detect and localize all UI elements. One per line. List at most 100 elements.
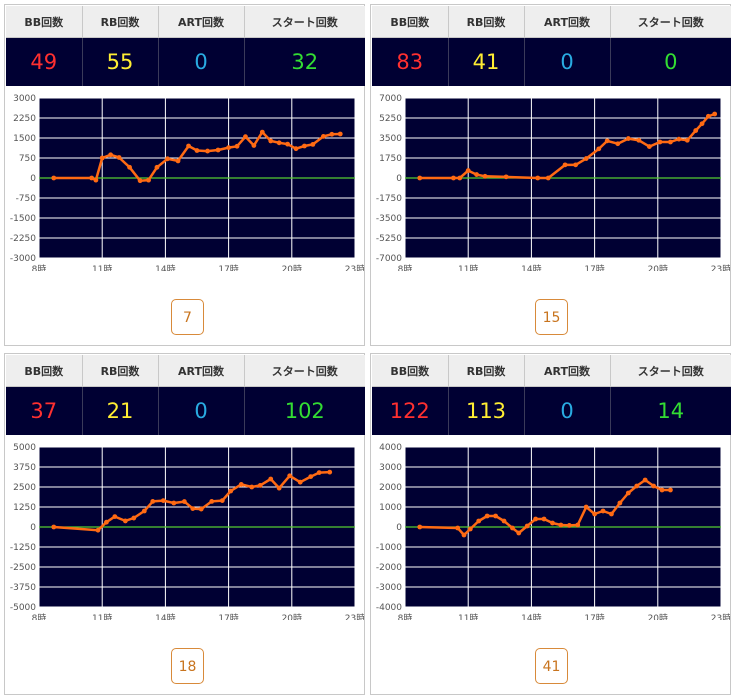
y-tick-label: -2250	[10, 234, 36, 244]
data-point	[108, 152, 114, 158]
data-point	[535, 175, 541, 181]
y-tick-label: -3000	[10, 254, 36, 264]
machine-number-button[interactable]: 41	[535, 648, 568, 684]
header-art: ART回数	[158, 355, 245, 387]
data-point	[600, 508, 606, 514]
data-point	[251, 143, 257, 148]
x-tick-label: 8時	[32, 264, 47, 271]
data-point	[51, 175, 57, 181]
data-point	[276, 485, 282, 491]
data-point	[467, 526, 473, 532]
value-art: 0	[524, 386, 611, 435]
y-tick-label: -750	[16, 194, 37, 204]
data-point	[550, 520, 555, 526]
data-point	[293, 146, 299, 152]
data-point	[693, 128, 699, 133]
value-start: 14	[610, 386, 731, 435]
data-point	[310, 142, 316, 147]
y-tick-label: 750	[19, 154, 36, 164]
data-point	[575, 522, 581, 528]
data-point	[493, 513, 498, 519]
x-tick-label: 8時	[32, 613, 47, 620]
y-tick-label: -1500	[10, 214, 36, 224]
data-panel: BB回数 RB回数 ART回数 スタート回数 83 41 0 0 7000 5250 3500 175…	[370, 4, 731, 346]
value-rb: 21	[82, 386, 159, 435]
x-tick-label: 20時	[282, 264, 302, 271]
value-art: 0	[158, 386, 245, 435]
y-tick-label: -2500	[10, 563, 36, 573]
value-bb: 37	[6, 386, 83, 435]
data-point	[668, 139, 673, 145]
y-tick-label: -3500	[376, 214, 402, 224]
data-point	[89, 175, 95, 181]
y-tick-label: 1750	[379, 154, 402, 164]
data-point	[146, 177, 151, 183]
data-point	[165, 156, 170, 162]
data-point	[308, 474, 314, 479]
data-point	[592, 511, 597, 517]
data-point	[160, 498, 166, 503]
data-point	[596, 146, 602, 152]
data-point	[465, 168, 471, 173]
machine-number-button[interactable]: 7	[171, 299, 204, 335]
data-point	[297, 479, 303, 485]
y-tick-label: -7000	[376, 254, 402, 264]
data-point	[276, 140, 282, 146]
data-point	[457, 175, 463, 181]
data-point	[503, 174, 509, 180]
data-point	[562, 162, 568, 168]
data-point	[659, 487, 665, 493]
x-tick-label: 17時	[218, 264, 238, 271]
y-tick-label: 4000	[379, 443, 402, 453]
data-point	[154, 164, 160, 170]
data-point	[238, 482, 244, 487]
y-tick-label: 2500	[13, 483, 36, 493]
header-rb: RB回数	[82, 355, 159, 387]
y-tick-label: 3000	[379, 463, 402, 473]
data-point	[243, 134, 248, 140]
data-point	[137, 178, 143, 184]
data-point	[676, 136, 682, 142]
x-tick-label: 23時	[711, 264, 730, 271]
data-point	[285, 141, 290, 147]
data-point	[417, 524, 423, 530]
data-point	[51, 524, 57, 530]
data-point	[302, 143, 307, 149]
value-art: 0	[524, 37, 611, 86]
value-bb: 122	[372, 386, 449, 435]
header-art: ART回数	[524, 6, 611, 38]
data-point	[215, 147, 221, 153]
data-point	[257, 483, 263, 488]
header-start: スタート回数	[610, 355, 731, 387]
data-point	[705, 113, 711, 119]
data-point	[186, 143, 191, 149]
data-point	[95, 527, 101, 533]
header-art: ART回数	[524, 355, 611, 387]
data-point	[609, 511, 614, 517]
header-bb: BB回数	[6, 355, 83, 387]
data-point	[501, 518, 507, 524]
y-tick-label: 3500	[379, 134, 402, 144]
value-rb: 113	[448, 386, 525, 435]
data-point	[642, 477, 648, 483]
data-point	[131, 515, 137, 521]
data-point	[615, 141, 621, 147]
x-tick-label: 8時	[398, 613, 413, 620]
y-tick-label: -3000	[376, 583, 402, 593]
data-point	[329, 131, 335, 137]
data-point	[234, 143, 240, 149]
machine-number-button[interactable]: 18	[171, 648, 204, 684]
y-tick-label: 2000	[379, 483, 402, 493]
data-point	[205, 148, 210, 154]
data-point	[171, 500, 177, 506]
data-panel: BB回数 RB回数 ART回数 スタート回数 37 21 0 102 5000 3750 2500 1…	[4, 353, 365, 695]
data-point	[524, 523, 530, 529]
data-point	[268, 476, 274, 482]
data-point	[209, 499, 215, 504]
data-point	[198, 506, 204, 512]
y-tick-label: 2250	[13, 114, 36, 124]
machine-number-button[interactable]: 15	[535, 299, 568, 335]
data-point	[625, 490, 631, 496]
data-point	[657, 139, 663, 145]
data-point	[122, 518, 128, 524]
